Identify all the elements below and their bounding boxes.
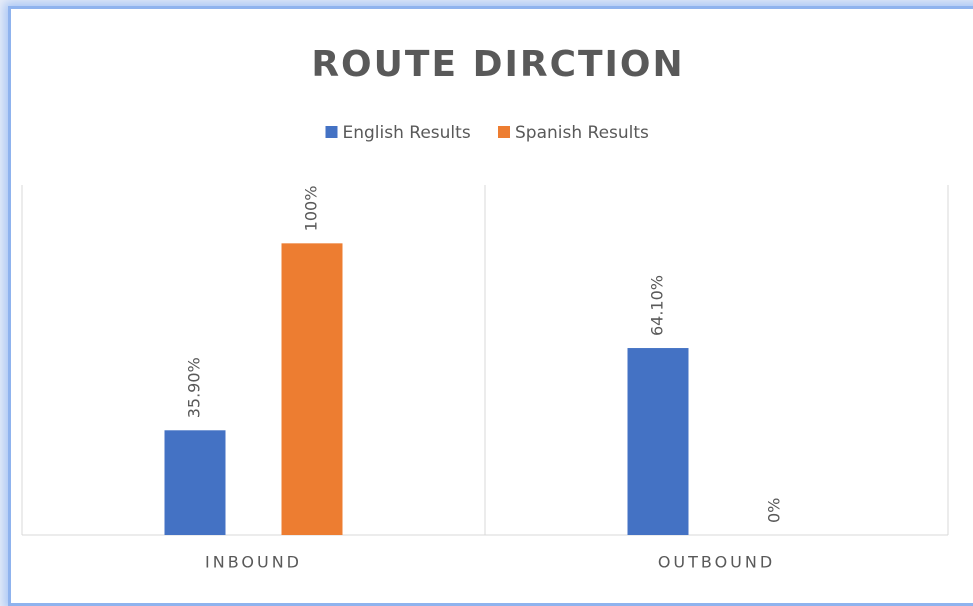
x-tick-label: INBOUND xyxy=(205,553,302,572)
legend-label: English Results xyxy=(343,123,471,143)
bar xyxy=(164,430,226,535)
x-tick-label: OUTBOUND xyxy=(658,553,775,572)
bar xyxy=(627,348,689,535)
data-label: 100% xyxy=(302,186,321,232)
data-label: 35.90% xyxy=(185,357,204,418)
legend-swatch xyxy=(498,126,510,138)
bar xyxy=(281,243,343,536)
chart-title: ROUTE DIRCTION xyxy=(311,44,684,85)
data-label: 64.10% xyxy=(648,275,667,336)
data-label: 0% xyxy=(765,498,784,523)
legend-label: Spanish Results xyxy=(515,123,649,143)
legend-swatch xyxy=(325,126,338,138)
